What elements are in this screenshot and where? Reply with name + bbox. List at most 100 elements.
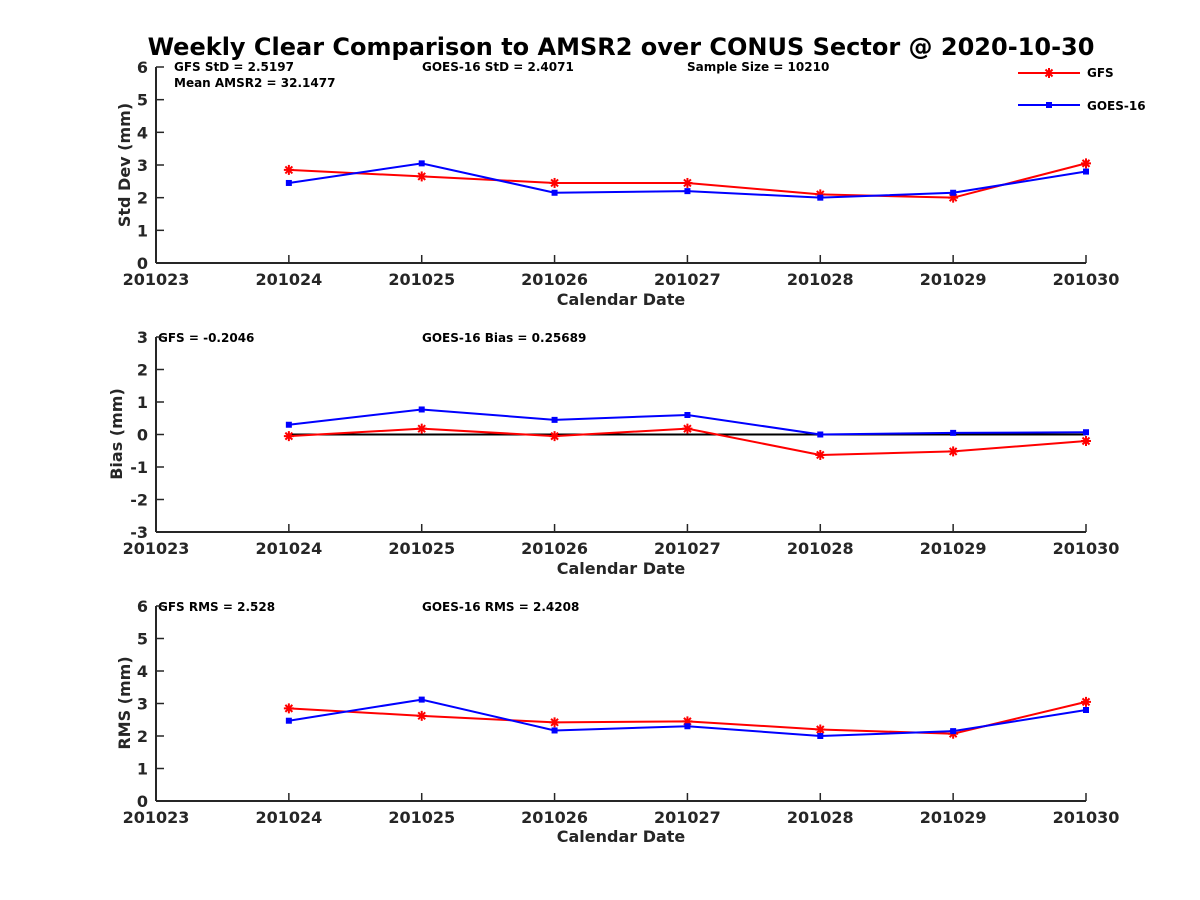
legend-marker-asterisk: [1044, 68, 1054, 78]
bias-point-gfs: [682, 423, 693, 434]
annotation-gfs-bias: GFS = -0.2046: [158, 331, 254, 345]
rms-point-goes16: [817, 733, 824, 739]
bias-point-gfs: [948, 446, 959, 457]
bias-point-gfs: [283, 431, 294, 442]
rms-point-gfs: [1081, 696, 1091, 707]
rms-xtick-label: 201030: [1053, 808, 1120, 827]
bias-point-goes16: [285, 421, 292, 428]
legend: GFS GOES-16: [1018, 66, 1146, 113]
annotation-mean-amsr2: Mean AMSR2 = 32.1477: [174, 76, 335, 90]
std-dev-xtick-label: 201024: [255, 270, 322, 289]
annotation-goes16-bias: GOES-16 Bias = 0.25689: [422, 331, 586, 345]
rms-point-goes16: [551, 727, 558, 734]
std-dev-point-goes16: [684, 188, 691, 195]
annotation-gfs-std: GFS StD = 2.5197: [174, 60, 294, 74]
bias-point-goes16: [418, 406, 425, 413]
rms-ytick-label: 0: [137, 792, 148, 811]
std-dev-xtick-label: 201028: [787, 270, 854, 289]
bias-ytick-label: -1: [130, 458, 148, 477]
rms-point-gfs: [815, 724, 826, 735]
bias-point-goes16: [1083, 429, 1089, 436]
x-axis-label-bias: Calendar Date: [557, 559, 686, 578]
rms-ytick-label: 6: [137, 597, 148, 616]
std-dev-point-goes16: [551, 189, 558, 196]
std-dev-xtick-label: 201023: [123, 270, 190, 289]
rms-point-goes16: [950, 728, 957, 735]
std-dev-xtick-label: 201025: [388, 270, 455, 289]
std-dev-ytick-label: 5: [137, 91, 148, 110]
bias-point-gfs: [416, 423, 427, 434]
y-axis-label-bias: Bias (mm): [107, 388, 126, 480]
std-dev-point-goes16: [418, 160, 425, 167]
bias-xtick-label: 201024: [255, 539, 322, 558]
rms-ytick-label: 2: [137, 727, 148, 746]
annotation-goes16-rms: GOES-16 RMS = 2.4208: [422, 600, 579, 614]
bias-xtick-label: 201030: [1053, 539, 1120, 558]
bias-point-gfs: [549, 431, 560, 442]
bias-xtick-label: 201027: [654, 539, 721, 558]
bias-xtick-label: 201025: [388, 539, 455, 558]
bias-point-goes16: [950, 429, 957, 436]
figure-title: Weekly Clear Comparison to AMSR2 over CO…: [148, 33, 1095, 61]
std-dev-ytick-label: 0: [137, 254, 148, 273]
bias-ytick-label: -2: [130, 491, 148, 510]
rms-xtick-label: 201025: [388, 808, 455, 827]
std-dev-ytick-label: 4: [137, 123, 148, 142]
std-dev-point-gfs: [283, 164, 294, 175]
bias-point-gfs: [815, 449, 826, 460]
bias-ytick-label: 3: [137, 328, 148, 347]
x-axis-label-rms: Calendar Date: [557, 827, 686, 846]
std-dev-xtick-label: 201027: [654, 270, 721, 289]
rms-xtick-label: 201024: [255, 808, 322, 827]
rms-point-gfs: [549, 717, 560, 728]
bias-panel: GFS = -0.2046 GOES-16 Bias = 0.25689 Bia…: [107, 328, 1119, 578]
std-dev-xtick-label: 201026: [521, 270, 588, 289]
rms-xtick-label: 201026: [521, 808, 588, 827]
bias-xtick-label: 201023: [123, 539, 190, 558]
std-dev-ytick-label: 2: [137, 189, 148, 208]
bias-ytick-label: 2: [137, 361, 148, 380]
rms-ytick-label: 4: [137, 662, 148, 681]
legend-marker-square: [1046, 102, 1052, 108]
rms-point-gfs: [416, 710, 427, 721]
bias-ytick-label: 0: [137, 426, 148, 445]
std-dev-point-gfs: [1081, 158, 1091, 169]
bias-point-goes16: [684, 412, 691, 418]
bias-xtick-label: 201029: [920, 539, 987, 558]
rms-xtick-label: 201029: [920, 808, 987, 827]
legend-label-goes16: GOES-16: [1087, 99, 1146, 113]
legend-marker-goes16: [1046, 102, 1052, 108]
bias-point-gfs: [1081, 436, 1091, 446]
rms-ytick-label: 3: [137, 695, 148, 714]
annotation-gfs-rms: GFS RMS = 2.528: [158, 600, 275, 614]
std-dev-point-goes16: [817, 194, 824, 201]
rms-xtick-label: 201023: [123, 808, 190, 827]
annotation-sample-size: Sample Size = 10210: [687, 60, 829, 74]
std-dev-point-goes16: [285, 179, 292, 186]
bias-point-goes16: [817, 431, 824, 438]
rms-ytick-label: 5: [137, 630, 148, 649]
std-dev-point-gfs: [682, 177, 693, 188]
rms-panel: GFS RMS = 2.528 GOES-16 RMS = 2.4208 RMS…: [115, 597, 1119, 846]
rms-point-goes16: [1083, 707, 1089, 713]
bias-xtick-label: 201026: [521, 539, 588, 558]
bias-ytick-label: 1: [137, 393, 148, 412]
std-dev-xtick-label: 201029: [920, 270, 987, 289]
std-dev-xtick-label: 201030: [1053, 270, 1120, 289]
std-dev-ytick-label: 3: [137, 156, 148, 175]
y-axis-label-std-dev: Std Dev (mm): [115, 103, 134, 227]
std-dev-point-gfs: [416, 171, 427, 182]
rms-point-goes16: [418, 696, 425, 703]
rms-point-goes16: [285, 717, 292, 724]
std-dev-point-goes16: [1083, 168, 1089, 175]
legend-marker-gfs: [1044, 68, 1054, 78]
y-axis-label-rms: RMS (mm): [115, 656, 134, 749]
std-dev-ytick-label: 1: [137, 221, 148, 240]
std-dev-ytick-label: 6: [137, 58, 148, 77]
std-dev-panel: GFS StD = 2.5197 Mean AMSR2 = 32.1477 GO…: [115, 58, 1119, 309]
annotation-goes16-std: GOES-16 StD = 2.4071: [422, 60, 574, 74]
std-dev-point-goes16: [950, 189, 957, 196]
bias-point-goes16: [551, 416, 558, 423]
x-axis-label-std-dev: Calendar Date: [557, 290, 686, 309]
rms-ytick-label: 1: [137, 760, 148, 779]
